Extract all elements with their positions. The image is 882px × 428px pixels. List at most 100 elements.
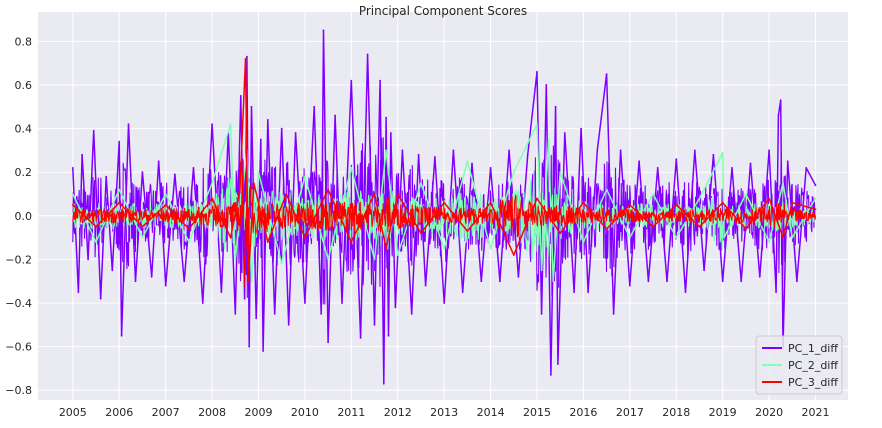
x-tick-label: 2010 [291, 406, 319, 419]
data-point [638, 160, 640, 163]
data-point [280, 127, 283, 130]
data-point [675, 158, 678, 161]
data-point [134, 280, 137, 283]
data-point [480, 280, 483, 283]
data-point [434, 156, 436, 158]
data-point [656, 167, 659, 169]
data-point [92, 129, 95, 132]
data-point [247, 280, 250, 283]
data-point [350, 79, 353, 82]
data-point [703, 269, 705, 272]
data-point [410, 313, 413, 315]
data-point [628, 284, 631, 287]
data-point [582, 241, 585, 243]
data-point [285, 193, 288, 195]
data-point [693, 149, 696, 152]
data-point [675, 236, 678, 239]
data-point [471, 162, 473, 165]
data-point [327, 188, 329, 191]
data-point [814, 197, 817, 200]
data-point [334, 114, 336, 117]
data-point [605, 228, 608, 230]
data-point [782, 236, 784, 239]
y-tick-label: −0.8 [5, 384, 32, 397]
data-point [461, 291, 464, 293]
data-point [554, 105, 557, 108]
data-point [796, 280, 798, 283]
data-point [580, 127, 582, 130]
data-point [71, 204, 74, 206]
data-point [234, 258, 237, 261]
data-point [745, 228, 747, 230]
data-point [512, 254, 515, 256]
data-point [547, 138, 550, 141]
data-point [327, 258, 329, 261]
data-point [401, 149, 404, 152]
data-point [587, 291, 589, 293]
y-tick-label: 0.6 [15, 79, 33, 92]
data-point [536, 123, 538, 126]
data-point [188, 241, 190, 243]
data-point [239, 188, 241, 191]
data-point [373, 258, 376, 261]
data-point [266, 241, 269, 243]
data-point [382, 382, 385, 385]
data-point [379, 79, 381, 82]
data-point [366, 53, 369, 56]
data-point [389, 132, 392, 134]
data-point [768, 197, 770, 200]
data-point [77, 291, 80, 293]
data-point [466, 230, 469, 233]
data-point [250, 280, 253, 283]
data-point [740, 280, 743, 283]
data-point [721, 280, 724, 283]
data-point [150, 275, 153, 278]
data-point [350, 167, 353, 169]
data-point [782, 182, 784, 185]
data-point [250, 105, 253, 108]
data-point [721, 201, 724, 204]
legend: PC_1_diff PC_2_diff PC_3_diff [755, 335, 843, 395]
data-point [652, 225, 654, 228]
x-tick-label: 2009 [244, 406, 272, 419]
data-point [647, 280, 650, 283]
data-point [619, 149, 622, 152]
data-point [420, 232, 422, 235]
data-point [805, 167, 808, 169]
data-point [652, 193, 654, 195]
data-point [99, 297, 102, 300]
x-tick-label: 2016 [569, 406, 597, 419]
data-point [777, 114, 780, 117]
data-point [141, 225, 144, 228]
data-point [259, 138, 262, 141]
x-tick-label: 2020 [755, 406, 783, 419]
data-point [164, 284, 167, 287]
data-point [596, 149, 599, 152]
data-point [675, 204, 678, 206]
chart-title: Principal Component Scores [359, 4, 527, 18]
data-point [95, 241, 97, 243]
x-tick-label: 2015 [523, 406, 551, 419]
data-point [385, 247, 387, 250]
data-point [220, 291, 223, 293]
data-point [698, 225, 701, 228]
data-point [373, 193, 376, 195]
x-tick-labels: 2005 2006 2007 2008 2009 2010 2011 2012 2013 2014… [59, 406, 830, 419]
data-point [157, 160, 160, 163]
data-point [229, 236, 232, 239]
data-point [499, 280, 501, 283]
data-point [373, 323, 376, 326]
data-point [731, 167, 733, 169]
data-point [313, 105, 316, 108]
y-tick-label: 0.8 [15, 35, 33, 48]
data-point [417, 153, 420, 156]
data-point [698, 197, 701, 200]
data-point [71, 193, 74, 195]
data-point [791, 236, 794, 239]
data-point [320, 313, 323, 315]
x-tick-label: 2011 [337, 406, 365, 419]
data-point [563, 132, 566, 134]
x-tick-label: 2012 [384, 406, 412, 419]
x-tick-label: 2005 [59, 406, 87, 419]
